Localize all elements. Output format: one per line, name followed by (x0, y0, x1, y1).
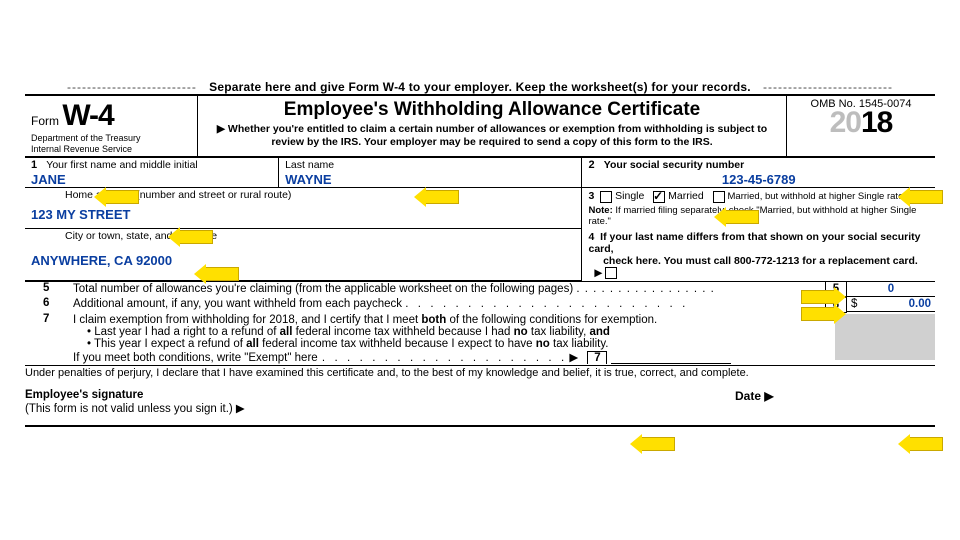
header-left: Form W-4 Department of the Treasury Inte… (25, 96, 198, 156)
line4-text-a: If your last name differs from that show… (588, 231, 920, 255)
dots-icon (576, 283, 714, 295)
separator-line: -------------------------- Separate here… (25, 80, 935, 94)
gray-block (835, 314, 935, 360)
form-w4: -------------------------- Separate here… (25, 0, 935, 427)
dash-left: -------------------------- (67, 80, 206, 94)
line-6-num: 6 (25, 297, 69, 309)
married-higher-label: Married, but withhold at higher Single r… (728, 191, 907, 202)
perjury-statement: Under penalties of perjury, I declare th… (25, 365, 935, 379)
line4-text-b: check here. You must call 800-772-1213 f… (603, 255, 918, 267)
field-4-num: 4 (588, 231, 594, 243)
date-label: Date ▶ (735, 389, 774, 403)
single-label: Single (615, 190, 644, 202)
annotation-arrow-icon (179, 230, 213, 244)
line-7-box: 7 (587, 351, 607, 364)
home-address-value[interactable]: 123 MY STREET (31, 207, 130, 222)
field-3-num: 3 (588, 190, 594, 202)
status-note-bold: Note: (588, 205, 612, 216)
header-right: OMB No. 1545-0074 2018 (786, 96, 935, 156)
year-suffix: 18 (861, 106, 892, 139)
first-name-value[interactable]: JANE (31, 172, 66, 187)
first-name-label: Your first name and middle initial (46, 159, 197, 171)
last-name-label: Last name (285, 159, 334, 171)
line-5-text: Total number of allowances you're claimi… (73, 283, 573, 295)
line-6-value[interactable]: $ 0.00 (847, 297, 935, 312)
line-5-num: 5 (25, 282, 69, 294)
triangle-icon: ▶ (217, 123, 225, 136)
dept-line1: Department of the Treasury (31, 134, 191, 143)
form-code: W-4 (62, 99, 113, 132)
signature-field[interactable] (455, 389, 735, 415)
dash-right: -------------------------- (754, 80, 893, 94)
line-7-bullet-2: • This year I expect a refund of all fed… (73, 338, 825, 350)
city-value[interactable]: ANYWHERE, CA 92000 (31, 253, 172, 268)
annotation-arrow-icon (801, 290, 835, 304)
last-name-value[interactable]: WAYNE (285, 172, 331, 187)
dept-line2: Internal Revenue Service (31, 145, 191, 154)
annotation-arrow-icon (909, 190, 943, 204)
signature-note: (This form is not valid unless you sign … (25, 403, 245, 415)
line-7-bullet-1: • Last year I had a right to a refund of… (73, 326, 825, 338)
form-title: Employee's Withholding Allowance Certifi… (206, 99, 778, 121)
identity-grid: 1 Your first name and middle initial Las… (25, 158, 935, 281)
line-5: 5 Total number of allowances you're clai… (25, 282, 935, 297)
line-6-text: Additional amount, if any, you want with… (73, 298, 402, 310)
signature-row: Employee's signature (This form is not v… (25, 385, 935, 427)
annotation-arrow-icon (725, 210, 759, 224)
line-7-meet: If you meet both conditions, write "Exem… (73, 350, 825, 364)
year-prefix: 20 (830, 106, 861, 139)
married-higher-checkbox[interactable] (713, 191, 725, 203)
line4-checkbox[interactable] (605, 267, 617, 279)
married-label: Married (668, 190, 704, 202)
line-5-value[interactable]: 0 (847, 282, 935, 297)
dots-icon: . . . . . . . . . . . . . . . . . . . . … (405, 298, 686, 310)
numeric-lines: 5 Total number of allowances you're clai… (25, 281, 935, 365)
ssn-label: Your social security number (604, 159, 744, 171)
signature-label: Employee's signature (25, 389, 143, 401)
field-1-num: 1 (31, 159, 37, 171)
line-7: 7 I claim exemption from withholding for… (25, 313, 935, 365)
annotation-arrow-icon (205, 267, 239, 281)
annotation-arrow-icon (909, 437, 943, 451)
annotation-arrow-icon (105, 190, 139, 204)
separator-text: Separate here and give Form W-4 to your … (209, 80, 751, 94)
ssn-value[interactable]: 123-45-6789 (722, 172, 796, 187)
annotation-arrow-icon (801, 307, 835, 321)
tax-year: 2018 (791, 108, 931, 138)
line-7-num: 7 (25, 313, 69, 325)
married-checkbox[interactable] (653, 191, 665, 203)
form-subtitle: ▶Whether you're entitled to claim a cert… (206, 123, 778, 149)
form-label: Form (31, 114, 59, 128)
field-2-num: 2 (588, 159, 594, 171)
line-7-value[interactable] (611, 363, 731, 364)
header-middle: Employee's Withholding Allowance Certifi… (198, 96, 786, 156)
annotation-arrow-icon (425, 190, 459, 204)
annotation-arrow-icon (641, 437, 675, 451)
header-band: Form W-4 Department of the Treasury Inte… (25, 94, 935, 158)
line-6: 6 Additional amount, if any, you want wi… (25, 297, 935, 313)
single-checkbox[interactable] (600, 191, 612, 203)
